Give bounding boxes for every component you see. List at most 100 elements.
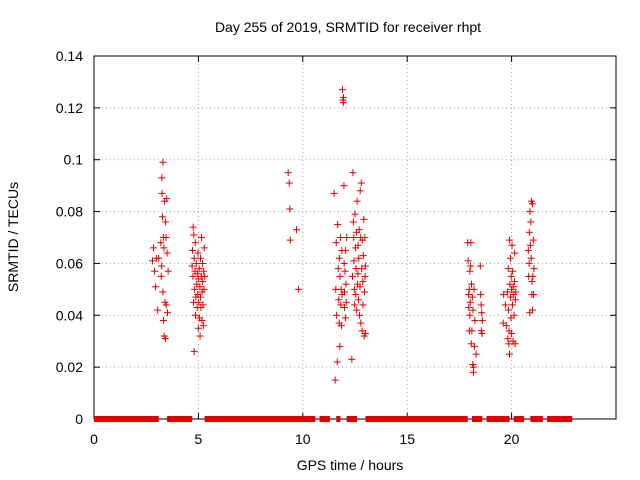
data-point (188, 262, 196, 270)
data-point (335, 254, 343, 262)
data-point (157, 239, 165, 247)
data-point (506, 350, 514, 358)
data-point (359, 278, 367, 286)
data-point (361, 329, 369, 337)
data-point (502, 322, 510, 330)
data-point (527, 254, 535, 262)
data-point (159, 288, 167, 296)
data-point (148, 257, 156, 265)
data-point (342, 280, 350, 288)
data-point (286, 205, 294, 213)
data-point (334, 221, 342, 229)
data-point (355, 296, 363, 304)
data-point (285, 179, 293, 187)
data-point (286, 236, 294, 244)
data-point (196, 254, 204, 262)
chart-title: Day 255 of 2019, SRMTID for receiver rhp… (215, 19, 481, 35)
data-point (189, 246, 197, 254)
data-point (201, 272, 209, 280)
data-point (468, 327, 476, 335)
data-point (158, 174, 166, 182)
data-point (510, 311, 518, 319)
data-point (151, 267, 159, 275)
y-tick-label: 0.14 (56, 48, 83, 64)
data-point (162, 301, 170, 309)
data-point (470, 285, 478, 293)
data-point (199, 278, 207, 286)
data-point (196, 332, 204, 340)
data-point (336, 342, 344, 350)
data-point (478, 309, 486, 317)
data-point (361, 234, 369, 241)
data-point (348, 272, 356, 280)
data-point (351, 301, 359, 309)
data-point (507, 272, 515, 280)
data-point (196, 283, 204, 291)
data-point (503, 288, 511, 296)
data-point (350, 257, 358, 265)
data-point (342, 246, 350, 254)
data-point (466, 267, 474, 275)
data-point (508, 301, 516, 309)
data-point (341, 314, 349, 322)
data-point (349, 218, 357, 226)
data-point (332, 239, 340, 247)
x-tick-label: 20 (504, 431, 520, 447)
data-point (525, 228, 533, 236)
data-point (343, 234, 351, 241)
data-point (360, 215, 368, 223)
data-point (191, 311, 199, 319)
data-point (350, 234, 358, 241)
data-point (501, 301, 509, 309)
y-tick-label: 0.06 (56, 255, 83, 271)
data-point (511, 278, 519, 286)
data-point (191, 239, 199, 247)
data-point (158, 262, 166, 270)
data-point (356, 283, 364, 291)
data-point (468, 293, 476, 301)
data-point (505, 340, 513, 348)
data-point (341, 304, 349, 312)
data-point (476, 262, 484, 270)
data-point (331, 376, 339, 384)
data-point (353, 306, 361, 314)
data-point (198, 316, 206, 324)
data-point (340, 182, 348, 190)
data-point (340, 93, 348, 101)
data-point (191, 285, 199, 293)
axis-ticks: 0 5 10 15 20 0 0.02 0.04 0.06 0.08 0.1 0.12 0.14 (56, 48, 616, 447)
data-point (357, 179, 365, 187)
data-point (465, 304, 473, 312)
data-point (354, 241, 362, 249)
data-point (500, 291, 508, 299)
data-point (193, 270, 201, 278)
data-point (478, 316, 486, 324)
data-point (506, 254, 514, 262)
data-point (330, 189, 338, 197)
data-point (295, 285, 303, 293)
x-tick-label: 5 (195, 431, 203, 447)
y-tick-label: 0.12 (56, 100, 83, 116)
data-point (356, 187, 364, 195)
data-point (530, 265, 538, 273)
data-point (150, 244, 158, 252)
x-tick-label: 15 (399, 431, 415, 447)
data-point (466, 298, 474, 306)
data-point (509, 283, 517, 291)
data-point (335, 296, 343, 304)
data-point (189, 272, 197, 280)
data-point (526, 241, 534, 249)
data-point (164, 267, 172, 275)
data-point (159, 158, 167, 166)
data-point (195, 298, 203, 306)
data-point (477, 291, 485, 299)
data-point (192, 259, 200, 267)
data-point (190, 348, 198, 356)
data-point (530, 291, 538, 299)
data-point (512, 288, 520, 296)
data-point (154, 306, 162, 314)
data-point (152, 283, 160, 291)
data-point (504, 335, 512, 343)
data-point (527, 218, 535, 226)
data-point (525, 259, 533, 267)
